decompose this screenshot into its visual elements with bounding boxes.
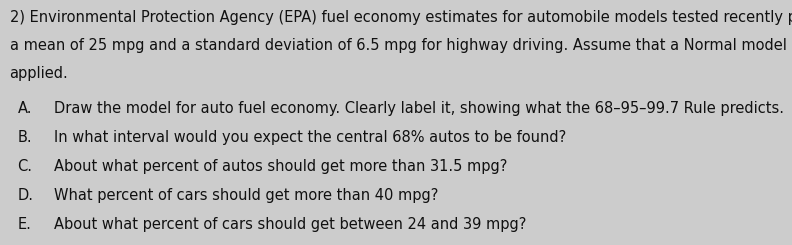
Text: applied.: applied. bbox=[10, 66, 68, 81]
Text: About what percent of cars should get between 24 and 39 mpg?: About what percent of cars should get be… bbox=[54, 217, 526, 232]
Text: Draw the model for auto fuel economy. Clearly label it, showing what the 68–95–9: Draw the model for auto fuel economy. Cl… bbox=[54, 101, 784, 116]
Text: About what percent of autos should get more than 31.5 mpg?: About what percent of autos should get m… bbox=[54, 159, 507, 174]
Text: C.: C. bbox=[17, 159, 32, 174]
Text: a mean of 25 mpg and a standard deviation of 6.5 mpg for highway driving. Assume: a mean of 25 mpg and a standard deviatio… bbox=[10, 38, 792, 53]
Text: What percent of cars should get more than 40 mpg?: What percent of cars should get more tha… bbox=[54, 188, 438, 203]
Text: A.: A. bbox=[17, 101, 32, 116]
Text: In what interval would you expect the central 68% autos to be found?: In what interval would you expect the ce… bbox=[54, 130, 566, 145]
Text: D.: D. bbox=[17, 188, 33, 203]
Text: B.: B. bbox=[17, 130, 32, 145]
Text: E.: E. bbox=[17, 217, 32, 232]
Text: 2) Environmental Protection Agency (EPA) fuel economy estimates for automobile m: 2) Environmental Protection Agency (EPA)… bbox=[10, 10, 792, 25]
